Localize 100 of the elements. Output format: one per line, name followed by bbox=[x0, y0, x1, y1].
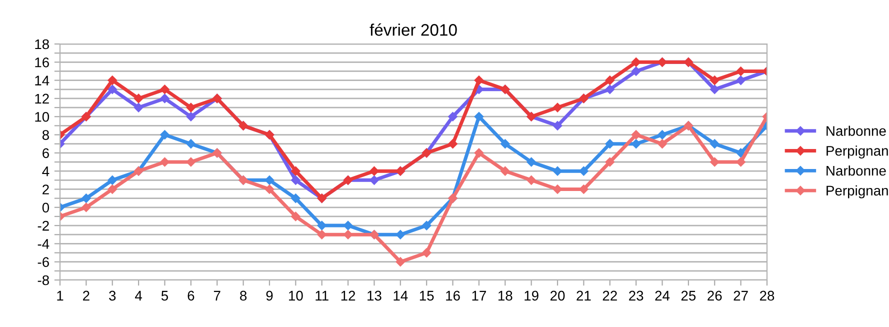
x-tick-label: 27 bbox=[734, 290, 748, 300]
point bbox=[134, 94, 144, 104]
point bbox=[605, 157, 615, 167]
point bbox=[108, 176, 117, 185]
point bbox=[160, 84, 170, 94]
chart-title: février 2010 bbox=[370, 23, 457, 36]
x-tick-label: 18 bbox=[498, 290, 512, 301]
point bbox=[82, 202, 91, 212]
point bbox=[370, 176, 379, 185]
x-tick-label: 3 bbox=[109, 290, 116, 301]
x-tick-label: 2 bbox=[83, 290, 90, 300]
point bbox=[710, 84, 720, 94]
x-tick-label: 20 bbox=[550, 290, 565, 301]
point bbox=[160, 157, 170, 167]
point bbox=[343, 220, 353, 230]
point bbox=[474, 76, 484, 85]
x-tick-label: 28 bbox=[760, 290, 774, 301]
point bbox=[605, 139, 615, 148]
point bbox=[710, 139, 720, 148]
point bbox=[108, 76, 117, 85]
point bbox=[291, 166, 300, 176]
point bbox=[579, 166, 588, 176]
x-tick-label: 21 bbox=[576, 290, 591, 300]
y-tick-label: 10 bbox=[35, 112, 50, 122]
point bbox=[736, 76, 746, 85]
point bbox=[186, 157, 196, 167]
point bbox=[264, 176, 274, 185]
point bbox=[500, 166, 510, 176]
point bbox=[291, 194, 300, 203]
y-tick-label: -8 bbox=[38, 275, 49, 286]
point bbox=[291, 176, 300, 185]
y-tick-label: 2 bbox=[42, 184, 49, 194]
point bbox=[160, 94, 170, 104]
x-tick-label: 15 bbox=[420, 290, 434, 301]
point bbox=[736, 157, 746, 167]
point bbox=[343, 230, 353, 240]
point bbox=[422, 248, 432, 258]
point bbox=[631, 58, 641, 67]
point bbox=[474, 112, 484, 122]
point bbox=[631, 139, 641, 148]
point bbox=[631, 130, 641, 140]
x-tick-label: 22 bbox=[602, 290, 617, 300]
x-tick-label: 11 bbox=[316, 290, 328, 300]
y-tick-label: 14 bbox=[35, 76, 50, 86]
point bbox=[264, 184, 274, 194]
x-tick-label: 10 bbox=[289, 290, 303, 301]
point bbox=[317, 220, 326, 230]
x-tick-label: 8 bbox=[240, 290, 247, 301]
point bbox=[631, 66, 641, 76]
y-tick-label: 0 bbox=[42, 202, 50, 213]
x-tick-label: 25 bbox=[681, 290, 696, 301]
point bbox=[605, 76, 615, 85]
y-tick-label: -2 bbox=[38, 220, 49, 231]
point bbox=[186, 102, 196, 112]
x-tick-label: 24 bbox=[655, 290, 670, 300]
y-tick-label: 4 bbox=[42, 166, 50, 176]
point bbox=[658, 139, 667, 148]
x-tick-label: 23 bbox=[629, 290, 644, 301]
x-tick-label: 26 bbox=[708, 290, 722, 301]
y-tick-label: 6 bbox=[42, 148, 49, 158]
point bbox=[710, 157, 720, 167]
x-tick-label: 14 bbox=[394, 290, 408, 300]
legend-label: Perpignan bbox=[826, 146, 888, 159]
point bbox=[396, 257, 406, 266]
x-tick-label: 6 bbox=[188, 290, 194, 301]
point bbox=[108, 184, 117, 194]
point bbox=[526, 176, 536, 185]
point bbox=[552, 121, 562, 130]
point bbox=[396, 230, 406, 240]
y-tick-label: -6 bbox=[38, 257, 49, 268]
x-tick-label: 13 bbox=[368, 290, 382, 301]
point bbox=[552, 102, 562, 112]
x-tick-label: 17 bbox=[472, 290, 486, 300]
point bbox=[370, 166, 379, 176]
legend-label: Narbonne bbox=[826, 126, 886, 136]
x-tick-label: 12 bbox=[341, 290, 356, 300]
legend-label: Perpignan bbox=[826, 185, 888, 198]
point bbox=[448, 112, 458, 122]
point bbox=[291, 212, 300, 222]
point bbox=[552, 166, 562, 176]
y-tick-label: 16 bbox=[35, 57, 49, 68]
x-tick-label: 5 bbox=[161, 290, 168, 301]
point bbox=[448, 139, 458, 148]
point bbox=[526, 157, 536, 167]
point bbox=[474, 148, 484, 158]
y-tick-label: 12 bbox=[35, 94, 49, 104]
y-tick-label: -4 bbox=[38, 239, 50, 249]
y-tick-label: 8 bbox=[42, 130, 49, 140]
point bbox=[134, 102, 144, 112]
point bbox=[160, 130, 170, 140]
point bbox=[422, 220, 432, 230]
point bbox=[736, 148, 746, 158]
x-tick-label: 19 bbox=[524, 290, 538, 301]
point bbox=[552, 184, 562, 194]
x-tick-label: 1 bbox=[57, 290, 64, 300]
x-tick-label: 7 bbox=[214, 290, 220, 300]
point bbox=[82, 194, 91, 203]
x-tick-label: 4 bbox=[135, 290, 142, 300]
y-tick-label: 18 bbox=[35, 39, 49, 50]
point bbox=[710, 76, 720, 85]
